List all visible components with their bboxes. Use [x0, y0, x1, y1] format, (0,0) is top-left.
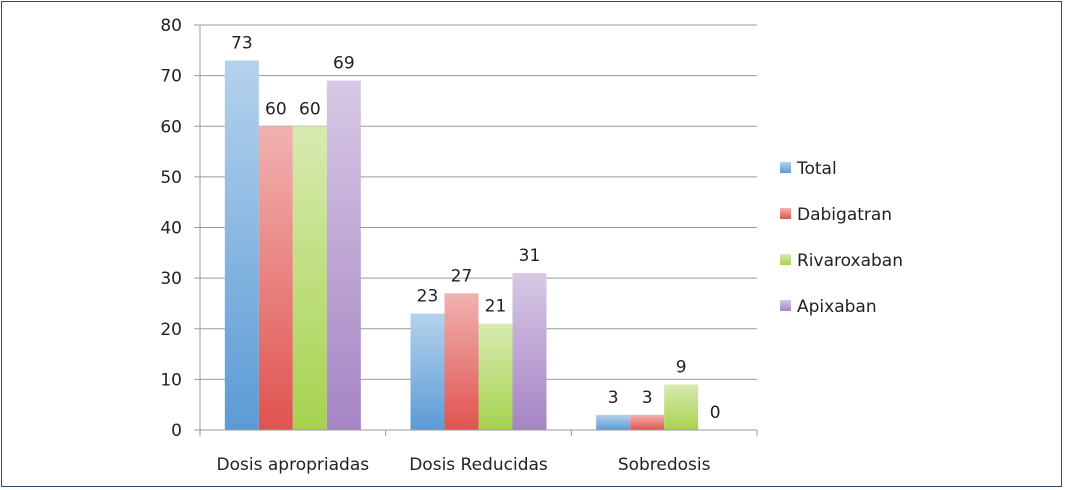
x-tick-label-dosis-reducidas: Dosis Reducidas	[409, 455, 548, 475]
data-label-dabigatran-dosis-apropriadas: 60	[265, 99, 287, 119]
data-label-dabigatran-sobredosis: 3	[642, 388, 653, 408]
data-label-apixaban-sobredosis: 0	[710, 403, 721, 423]
data-label-total-sobredosis: 3	[608, 388, 619, 408]
legend-label-apixaban: Apixaban	[797, 297, 877, 317]
bar-dabigatran-dosis-reducidas	[444, 293, 479, 430]
legend-swatch-total	[780, 162, 791, 173]
bar-total-dosis-reducidas	[410, 313, 445, 430]
data-label-total-dosis-reducidas: 23	[417, 287, 439, 307]
data-labels: 73 60 60 69 23 27 21 31 3 3 9 0	[231, 33, 721, 423]
y-axis: 0 10 20 30 40 50 60 70 80	[160, 16, 201, 441]
bar-apixaban-dosis-reducidas	[512, 273, 547, 430]
data-label-total-dosis-apropriadas: 73	[231, 33, 253, 53]
y-tick-label-40: 40	[160, 219, 182, 239]
y-tick-label-70: 70	[160, 67, 182, 87]
bar-rivaroxaban-dosis-reducidas	[478, 323, 513, 430]
y-tick-label-50: 50	[160, 168, 182, 188]
y-tick-label-10: 10	[160, 370, 182, 390]
data-label-rivaroxaban-dosis-reducidas: 21	[485, 297, 507, 317]
legend: Total Dabigatran Rivaroxaban Apixaban	[780, 159, 903, 317]
legend-label-dabigatran: Dabigatran	[797, 205, 892, 225]
y-tick-label-80: 80	[160, 16, 182, 36]
bar-total-dosis-apropriadas	[224, 60, 259, 430]
x-tick-label-sobredosis: Sobredosis	[618, 455, 711, 475]
y-tick-label-60: 60	[160, 117, 182, 137]
bars	[224, 60, 699, 430]
legend-label-rivaroxaban: Rivaroxaban	[797, 251, 903, 271]
bar-dabigatran-sobredosis	[630, 414, 665, 430]
bar-rivaroxaban-sobredosis	[664, 384, 699, 430]
y-tick-label-0: 0	[171, 421, 182, 441]
data-label-apixaban-dosis-reducidas: 31	[519, 246, 541, 266]
bar-apixaban-dosis-apropriadas	[326, 80, 361, 430]
y-tick-label-30: 30	[160, 269, 182, 289]
bar-dabigatran-dosis-apropriadas	[258, 126, 293, 430]
legend-swatch-rivaroxaban	[780, 254, 791, 265]
data-label-dabigatran-dosis-reducidas: 27	[451, 266, 473, 286]
data-label-rivaroxaban-sobredosis: 9	[676, 357, 687, 377]
y-tick-label-20: 20	[160, 320, 182, 340]
legend-label-total: Total	[796, 159, 837, 179]
x-tick-label-dosis-apropriadas: Dosis apropriadas	[217, 455, 370, 475]
x-axis: Dosis apropriadas Dosis Reducidas Sobredos…	[199, 429, 758, 475]
legend-swatch-dabigatran	[780, 208, 791, 219]
bar-total-sobredosis	[596, 414, 631, 430]
data-label-apixaban-dosis-apropriadas: 69	[333, 54, 355, 74]
bar-rivaroxaban-dosis-apropriadas	[292, 126, 327, 430]
legend-swatch-apixaban	[780, 300, 791, 311]
data-label-rivaroxaban-dosis-apropriadas: 60	[299, 99, 321, 119]
